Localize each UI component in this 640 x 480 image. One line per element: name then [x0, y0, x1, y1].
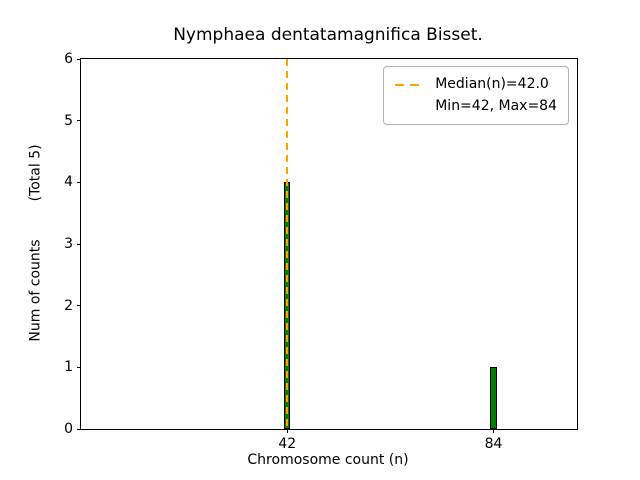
- y-tick-mark: [77, 58, 81, 60]
- x-axis-label: Chromosome count (n): [247, 452, 409, 468]
- y-tick-label: 4: [64, 174, 73, 191]
- legend-label-median: Median(n)=42.0: [435, 76, 549, 92]
- x-tick-mark: [286, 429, 288, 433]
- y-tick-mark: [77, 120, 81, 122]
- x-tick-label: 84: [484, 436, 503, 452]
- median-line: [286, 59, 289, 429]
- y-axis-label: Num of counts (Total 5): [24, 58, 48, 428]
- x-tick-label: 42: [278, 436, 297, 452]
- y-tick-mark: [77, 428, 81, 430]
- legend-item-median: Median(n)=42.0: [395, 74, 557, 96]
- chart-title: Nymphaea dentatamagnifica Bisset.: [173, 25, 483, 45]
- y-tick-label: 0: [64, 421, 73, 437]
- y-tick-label: 6: [64, 51, 73, 67]
- y-tick-mark: [77, 366, 81, 368]
- y-tick-label: 3: [64, 236, 73, 252]
- y-axis-label-rotated: Num of counts (Total 5): [28, 144, 44, 341]
- histogram-bar: [490, 367, 497, 429]
- y-tick-mark: [77, 243, 81, 245]
- plot-area: Median(n)=42.0 Min=42, Max=84 0 1 2 3 4 5 6 42 8…: [64, 51, 578, 452]
- dashed-line-icon: [395, 83, 426, 86]
- y-tick-label: 5: [64, 112, 73, 129]
- y-tick-label: 2: [64, 297, 73, 314]
- total-count-label: (Total 5): [28, 144, 44, 202]
- y-axis-label-text: Num of counts: [28, 239, 44, 342]
- y-tick-mark: [77, 305, 81, 307]
- legend: Median(n)=42.0 Min=42, Max=84: [383, 66, 569, 126]
- legend-label-minmax: Min=42, Max=84: [435, 97, 557, 114]
- y-tick-mark: [77, 181, 81, 183]
- x-tick-mark: [493, 429, 494, 433]
- legend-item-minmax: Min=42, Max=84: [395, 96, 557, 118]
- y-tick-label: 1: [64, 359, 73, 376]
